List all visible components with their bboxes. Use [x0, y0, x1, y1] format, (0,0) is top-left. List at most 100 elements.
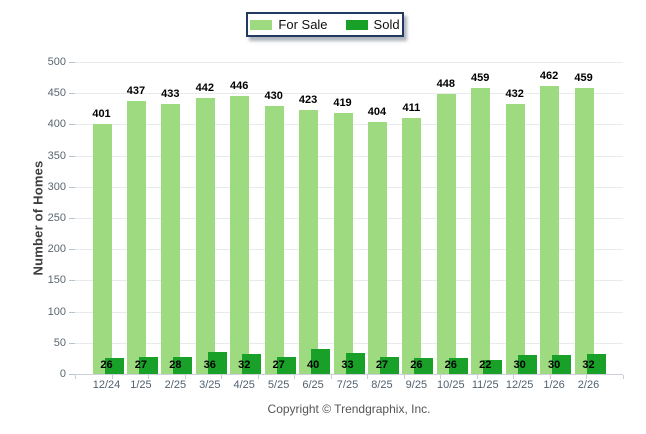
- x-tick: [586, 375, 588, 379]
- x-tick-label: 7/25: [336, 379, 359, 391]
- for-sale-value-label: 448: [436, 78, 455, 91]
- for-sale-bar: [402, 117, 422, 374]
- for-sale-value-label: 411: [402, 101, 421, 114]
- sold-bar: [586, 354, 606, 374]
- for-sale-value-label: 404: [367, 105, 387, 118]
- for-sale-bar: [471, 87, 491, 374]
- for-sale-value-label: 459: [471, 71, 490, 84]
- y-tick: [69, 93, 75, 95]
- legend-label-sold: Sold: [373, 17, 400, 32]
- sold-value-label: 32: [582, 359, 595, 371]
- sold-value-label: 27: [375, 359, 389, 371]
- bar-group: 448 26: [437, 62, 468, 374]
- y-tick: [69, 374, 75, 375]
- bar-group: 423 40: [298, 62, 331, 374]
- y-tick-label: 0: [59, 368, 66, 380]
- sold-value-label: 33: [341, 359, 354, 371]
- sold-bar: [207, 351, 227, 374]
- for-sale-value-label: 437: [126, 85, 146, 98]
- x-tick-label: 5/25: [267, 379, 290, 391]
- sold-value-label: 26: [100, 359, 113, 371]
- sold-value-label: 32: [238, 359, 251, 371]
- x-tick: [257, 375, 259, 379]
- for-sale-swatch-icon: [250, 19, 273, 30]
- x-tick-label: 10/25: [437, 379, 465, 391]
- sold-value-label: 22: [479, 359, 492, 371]
- bar-group: 442 36: [196, 62, 227, 374]
- sold-bar: [414, 357, 434, 374]
- sold-bar: [242, 354, 262, 374]
- for-sale-bar: [299, 110, 319, 374]
- for-sale-bar: [333, 112, 353, 374]
- sold-bar: [104, 357, 124, 374]
- x-tick: [111, 375, 113, 379]
- for-sale-bar: [367, 121, 387, 374]
- x-tick-label: 11/25: [471, 379, 499, 391]
- for-sale-value-label: 432: [505, 88, 524, 101]
- x-tick-label: 2/26: [577, 379, 600, 391]
- x-tick: [440, 375, 442, 379]
- y-tick: [69, 124, 75, 126]
- x-tick: [403, 375, 405, 379]
- x-tick-label: 6/25: [302, 379, 324, 391]
- y-tick-label: 400: [47, 118, 66, 131]
- bar-group: 404 27: [368, 62, 399, 374]
- copyright-text: Copyright © Trendgraphix, Inc.: [267, 402, 431, 416]
- for-sale-value-label: 433: [161, 87, 180, 100]
- x-tick: [184, 375, 186, 379]
- sold-bar: [552, 355, 572, 374]
- sold-bar: [345, 353, 365, 374]
- sold-value-label: 30: [513, 359, 526, 371]
- bar-group: 459 32: [574, 62, 606, 374]
- legend-label-for-sale: For Sale: [278, 17, 328, 32]
- y-tick: [69, 218, 75, 219]
- y-tick: [69, 62, 75, 63]
- sold-value-label: 40: [306, 359, 320, 371]
- x-tick-label: 12/25: [505, 379, 534, 391]
- legend: For Sale Sold: [246, 12, 404, 37]
- x-tick: [294, 375, 296, 379]
- bar-group: 462 30: [540, 62, 572, 374]
- sold-value-label: 26: [410, 359, 423, 371]
- gridline: [75, 93, 623, 95]
- sold-bar: [276, 357, 296, 374]
- x-tick: [75, 375, 76, 379]
- bar-group: 437 27: [127, 62, 158, 374]
- for-sale-bar: [230, 95, 250, 374]
- for-sale-value-label: 430: [264, 89, 283, 102]
- x-tick: [367, 375, 369, 379]
- sold-bar: [311, 349, 331, 374]
- sold-bar: [517, 355, 537, 374]
- gridline: [75, 62, 623, 63]
- bar-group: 419 33: [333, 62, 365, 374]
- for-sale-value-label: 423: [298, 94, 318, 107]
- x-tick-label: 1/25: [130, 379, 152, 391]
- sold-value-label: 36: [203, 359, 216, 371]
- for-sale-bar: [92, 123, 112, 374]
- sold-value-label: 27: [272, 359, 285, 371]
- x-tick: [330, 375, 332, 379]
- y-tick-label: 100: [47, 305, 66, 318]
- y-tick: [69, 155, 75, 157]
- bar-group: 401 26: [92, 62, 124, 374]
- x-tick-label: 4/25: [233, 379, 255, 391]
- y-tick-label: 300: [47, 180, 66, 193]
- y-tick-label: 500: [47, 56, 66, 68]
- for-sale-value-label: 459: [574, 71, 593, 84]
- x-tick-label: 3/25: [199, 379, 221, 391]
- for-sale-value-label: 401: [92, 107, 111, 120]
- legend-item-sold: Sold: [345, 17, 400, 32]
- sold-value-label: 27: [134, 359, 148, 371]
- for-sale-bar: [540, 85, 560, 374]
- x-tick-label: 2/25: [164, 379, 187, 391]
- sold-value-label: 26: [444, 359, 457, 371]
- y-tick-label: 50: [53, 336, 66, 349]
- y-tick-label: 450: [47, 87, 66, 100]
- for-sale-bar: [161, 103, 181, 374]
- for-sale-value-label: 442: [195, 82, 214, 95]
- bar-group: 433 28: [161, 62, 193, 374]
- x-tick: [148, 375, 150, 379]
- sold-swatch-icon: [345, 19, 368, 30]
- x-tick: [623, 375, 624, 379]
